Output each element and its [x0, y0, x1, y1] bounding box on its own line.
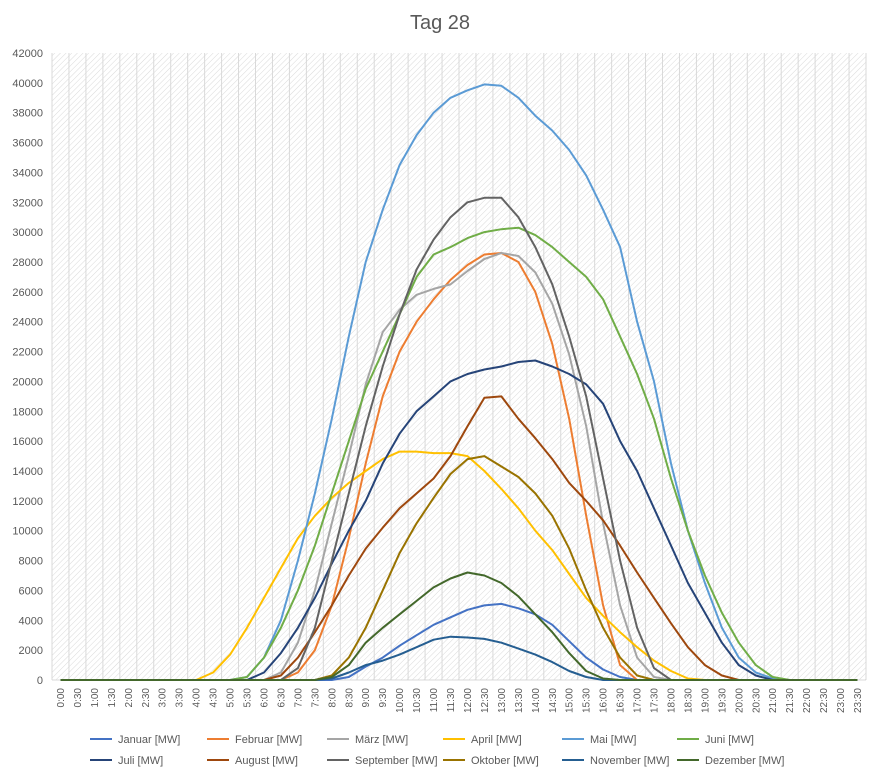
y-tick-label: 10000 — [12, 526, 43, 538]
x-tick-label: 2:30 — [141, 688, 152, 708]
x-tick-label: 0:30 — [73, 688, 84, 708]
x-tick-label: 13:00 — [497, 688, 508, 713]
x-tick-label: 13:30 — [514, 688, 525, 713]
x-tick-label: 21:00 — [768, 688, 779, 713]
x-tick-label: 5:30 — [243, 688, 254, 708]
x-tick-label: 18:30 — [683, 688, 694, 713]
x-tick-label: 22:30 — [819, 688, 830, 713]
x-tick-label: 1:30 — [107, 688, 118, 708]
y-tick-label: 12000 — [12, 496, 43, 508]
x-tick-label: 17:00 — [633, 688, 644, 713]
y-tick-label: 38000 — [12, 108, 43, 120]
y-tick-label: 42000 — [12, 48, 43, 60]
legend-label: August [MW] — [235, 755, 298, 767]
x-tick-label: 19:00 — [700, 688, 711, 713]
legend-label: November [MW] — [590, 755, 669, 767]
series-lines — [60, 83, 858, 681]
x-tick-label: 20:30 — [751, 688, 762, 713]
legend: Januar [MW] Februar [MW] März [MW] April [M… — [90, 734, 784, 767]
y-tick-label: 18000 — [12, 406, 43, 418]
y-tick-label: 32000 — [12, 197, 43, 209]
x-tick-label: 10:00 — [395, 688, 406, 713]
x-tick-label: 19:30 — [717, 688, 728, 713]
x-tick-label: 21:30 — [785, 688, 796, 713]
x-tick-label: 10:30 — [412, 688, 423, 713]
y-tick-label: 26000 — [12, 287, 43, 299]
legend-label: April [MW] — [471, 734, 522, 746]
x-tick-label: 3:00 — [158, 688, 169, 708]
x-tick-label: 15:30 — [582, 688, 593, 713]
legend-label: Februar [MW] — [235, 734, 302, 746]
y-tick-label: 16000 — [12, 436, 43, 448]
x-tick-label: 22:00 — [802, 688, 813, 713]
x-tick-label: 4:00 — [192, 688, 203, 708]
x-tick-label: 6:30 — [276, 688, 287, 708]
x-tick-label: 14:00 — [531, 688, 542, 713]
y-tick-label: 2000 — [19, 645, 43, 657]
legend-label: Dezember [MW] — [705, 755, 784, 767]
legend-label: Juni [MW] — [705, 734, 754, 746]
x-tick-label: 17:30 — [650, 688, 661, 713]
x-tick-label: 11:30 — [446, 688, 457, 713]
y-tick-label: 6000 — [19, 585, 43, 597]
x-tick-label: 12:30 — [480, 688, 491, 713]
y-tick-label: 24000 — [12, 317, 43, 329]
x-tick-label: 16:30 — [616, 688, 627, 713]
y-tick-label: 40000 — [12, 78, 43, 90]
legend-label: Mai [MW] — [590, 734, 636, 746]
y-tick-label: 30000 — [12, 227, 43, 239]
x-tick-label: 7:30 — [310, 688, 321, 708]
y-tick-label: 8000 — [19, 556, 43, 568]
x-tick-label: 9:30 — [378, 688, 389, 708]
y-tick-label: 36000 — [12, 138, 43, 150]
x-tick-label: 8:30 — [344, 688, 355, 708]
y-tick-label: 34000 — [12, 167, 43, 179]
series-line — [60, 571, 858, 681]
x-tick-label: 20:00 — [734, 688, 745, 713]
y-tick-label: 0 — [37, 675, 43, 687]
x-tick-label: 16:00 — [599, 688, 610, 713]
legend-label: Juli [MW] — [118, 755, 163, 767]
x-tick-label: 12:00 — [463, 688, 474, 713]
legend-label: Januar [MW] — [118, 734, 180, 746]
legend-label: Oktober [MW] — [471, 755, 539, 767]
x-tick-label: 23:30 — [853, 688, 864, 713]
x-tick-label: 1:00 — [90, 688, 101, 708]
x-tick-label: 11:00 — [429, 688, 440, 713]
x-tick-label: 15:00 — [565, 688, 576, 713]
x-tick-label: 0:00 — [56, 688, 67, 708]
y-tick-label: 20000 — [12, 376, 43, 388]
y-tick-label: 4000 — [19, 615, 43, 627]
x-tick-label: 14:30 — [548, 688, 559, 713]
legend-label: März [MW] — [355, 734, 408, 746]
x-tick-label: 2:00 — [124, 688, 135, 708]
x-tick-label: 4:30 — [209, 688, 220, 708]
y-axis: 0 2000 4000 6000 8000 10000 12000 14000 16000 180… — [12, 48, 43, 687]
y-tick-label: 28000 — [12, 257, 43, 269]
x-tick-label: 3:30 — [175, 688, 186, 708]
x-tick-label: 8:00 — [327, 688, 338, 708]
plot-area — [51, 53, 867, 680]
y-tick-label: 14000 — [12, 466, 43, 478]
x-tick-label: 7:00 — [293, 688, 304, 708]
legend-label: September [MW] — [355, 755, 438, 767]
x-tick-label: 9:00 — [361, 688, 372, 708]
y-tick-label: 22000 — [12, 347, 43, 359]
x-tick-label: 6:00 — [259, 688, 270, 708]
x-tick-label: 23:00 — [836, 688, 847, 713]
x-tick-label: 18:00 — [666, 688, 677, 713]
x-axis: 0:00 0:30 1:00 1:30 2:00 2:30 3:00 3:30 4:00 4:30… — [52, 679, 866, 713]
chart-title: Tag 28 — [409, 12, 471, 34]
x-tick-label: 5:00 — [226, 688, 237, 708]
